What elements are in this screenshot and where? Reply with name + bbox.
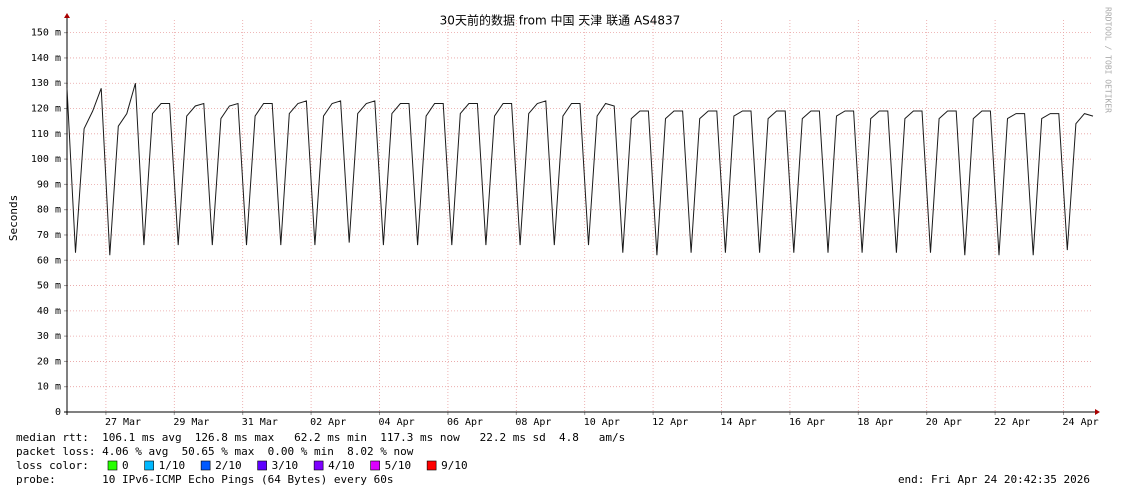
- probe-info: probe: 10 IPv6-ICMP Echo Pings (64 Bytes…: [16, 473, 394, 486]
- legend-label: 3/10: [272, 459, 299, 472]
- watermark: RRDTOOL / TOBI OETIKER: [1104, 7, 1113, 113]
- axis-arrow: [64, 13, 70, 18]
- y-tick-label: 50 m: [37, 281, 61, 292]
- legend-label: 4/10: [328, 459, 355, 472]
- x-tick-label: 14 Apr: [721, 417, 757, 428]
- legend-swatch: [426, 460, 437, 471]
- legend-swatch: [257, 460, 267, 471]
- stats-line: median rtt: 106.1 ms avg 126.8 ms max 62…: [16, 431, 625, 444]
- y-tick-label: 90 m: [37, 179, 61, 190]
- axis-arrow: [1095, 409, 1100, 415]
- x-tick-label: 04 Apr: [379, 417, 415, 428]
- x-tick-label: 24 Apr: [1063, 417, 1099, 428]
- y-tick-label: 100 m: [31, 154, 61, 165]
- y-tick-label: 10 m: [37, 382, 61, 393]
- x-tick-label: 12 Apr: [652, 417, 688, 428]
- y-axis-label: Seconds: [7, 195, 20, 241]
- x-tick-label: 02 Apr: [310, 417, 346, 428]
- x-tick-label: 27 Mar: [105, 417, 141, 428]
- y-tick-label: 40 m: [37, 306, 61, 317]
- y-tick-label: 80 m: [37, 205, 61, 216]
- x-tick-label: 06 Apr: [447, 417, 483, 428]
- x-tick-label: 31 Mar: [242, 417, 278, 428]
- median-line: [66, 83, 1094, 256]
- legend-swatch: [107, 460, 118, 471]
- x-tick-label: 20 Apr: [926, 417, 962, 428]
- x-tick-label: 08 Apr: [515, 417, 551, 428]
- y-tick-label: 130 m: [31, 78, 61, 89]
- y-tick-label: 120 m: [31, 104, 61, 115]
- x-tick-label: 18 Apr: [857, 417, 893, 428]
- legend-swatch: [144, 460, 154, 471]
- end-time: end: Fri Apr 24 20:42:35 2026: [898, 473, 1090, 486]
- y-tick-label: 60 m: [37, 255, 61, 266]
- x-tick-label: 16 Apr: [789, 417, 825, 428]
- legend-swatch: [370, 460, 380, 471]
- legend-title: loss color:: [16, 459, 89, 472]
- legend-swatch: [313, 460, 324, 471]
- legend-label: 9/10: [441, 459, 468, 472]
- y-tick-label: 70 m: [37, 230, 61, 241]
- y-tick-label: 20 m: [37, 356, 61, 367]
- legend-label: 1/10: [159, 459, 186, 472]
- y-tick-label: 0: [55, 407, 61, 418]
- x-tick-label: 22 Apr: [994, 417, 1030, 428]
- chart-title: 30天前的数据 from 中国 天津 联通 AS4837: [440, 13, 681, 28]
- x-tick-label: 29 Mar: [173, 417, 209, 428]
- y-tick-label: 30 m: [37, 331, 61, 342]
- y-tick-label: 140 m: [31, 53, 61, 64]
- legend-label: 2/10: [215, 459, 242, 472]
- legend-label: 0: [122, 459, 129, 472]
- legend-swatch: [200, 460, 211, 471]
- y-tick-label: 150 m: [31, 28, 61, 39]
- legend-label: 5/10: [385, 459, 412, 472]
- stats-line: packet loss: 4.06 % avg 50.65 % max 0.00…: [16, 445, 414, 458]
- y-tick-label: 110 m: [31, 129, 61, 140]
- x-tick-label: 10 Apr: [584, 417, 620, 428]
